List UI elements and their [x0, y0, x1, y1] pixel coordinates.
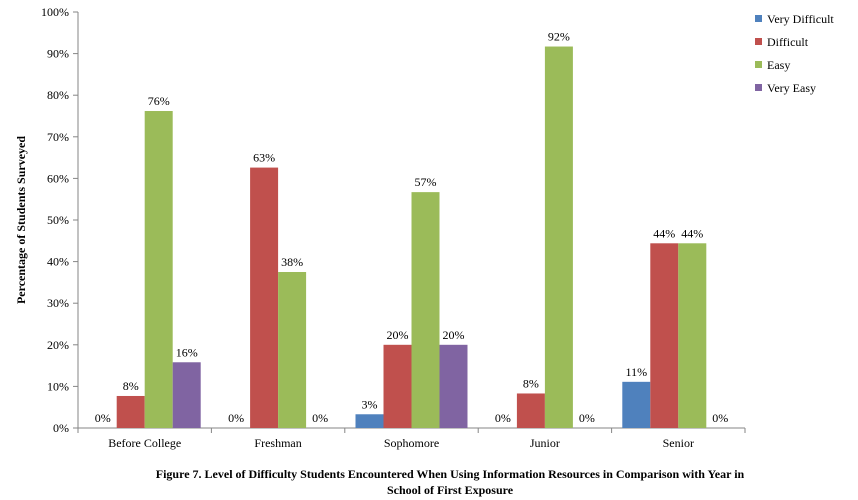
legend-entry: Difficult: [767, 35, 809, 49]
legend-entry: Very Difficult: [767, 12, 834, 26]
legend-swatch: [755, 38, 762, 45]
y-tick-label: 20%: [47, 338, 69, 352]
bar-easy: [144, 111, 173, 429]
bar-chart: 0% 10% 20% 30% 40% 50% 60% 70% 80% 90% 100% Percent…: [14, 5, 834, 450]
legend-entry: Very Easy: [767, 81, 816, 95]
data-label: 38%: [281, 255, 303, 269]
data-label: 3%: [362, 397, 378, 411]
bar-difficult: [250, 167, 279, 429]
legend-swatch: [755, 84, 762, 91]
data-label: 8%: [523, 376, 539, 390]
bar-very-easy: [172, 362, 201, 428]
data-label: 20%: [443, 328, 465, 342]
x-category-label: Senior: [663, 436, 694, 450]
data-label: 16%: [176, 345, 198, 359]
data-label: 20%: [387, 328, 409, 342]
data-label: 63%: [253, 151, 275, 165]
data-label: 57%: [415, 175, 437, 189]
bar-difficult: [516, 393, 545, 428]
data-label: 44%: [681, 226, 703, 240]
bar-easy: [678, 243, 707, 428]
x-category-label: Junior: [530, 436, 560, 450]
legend-swatch: [755, 61, 762, 68]
y-tick-label: 60%: [47, 171, 69, 185]
y-tick-label: 30%: [47, 296, 69, 310]
data-label: 0%: [495, 411, 511, 425]
caption-line-2: School of First Exposure: [386, 483, 514, 497]
data-label: 0%: [712, 411, 728, 425]
caption-line-1: Figure 7. Level of Difficulty Students E…: [155, 467, 745, 481]
data-label: 11%: [626, 365, 648, 379]
legend-swatch: [755, 15, 762, 22]
x-category-label: Freshman: [254, 436, 301, 450]
data-label: 76%: [148, 94, 170, 108]
y-tick-label: 10%: [47, 379, 69, 393]
legend-entry: Easy: [767, 58, 790, 72]
data-label: 44%: [653, 226, 675, 240]
x-category-label: Before College: [108, 436, 181, 450]
y-tick-label: 80%: [47, 88, 69, 102]
y-tick-label: 40%: [47, 255, 69, 269]
bar-very-difficult: [355, 414, 384, 428]
y-tick-label: 90%: [47, 47, 69, 61]
bar-very-easy: [439, 344, 468, 428]
y-tick-label: 50%: [47, 213, 69, 227]
y-tick-label: 70%: [47, 130, 69, 144]
figure-caption: Figure 7. Level of Difficulty Students E…: [100, 466, 800, 498]
bar-easy: [411, 192, 440, 428]
y-axis-title: Percentage of Students Surveyed: [14, 136, 28, 304]
data-label: 0%: [579, 411, 595, 425]
bar-difficult: [116, 395, 145, 428]
y-tick-label: 0%: [53, 421, 69, 435]
data-label: 0%: [95, 411, 111, 425]
bar-difficult: [383, 344, 412, 428]
data-label: 0%: [312, 411, 328, 425]
bar-very-difficult: [622, 381, 651, 428]
data-label: 0%: [228, 411, 244, 425]
bar-difficult: [650, 243, 679, 428]
bar-easy: [544, 46, 573, 428]
data-label: 92%: [548, 30, 570, 44]
x-category-label: Sophomore: [384, 436, 439, 450]
bar-easy: [278, 272, 307, 428]
data-label: 8%: [123, 379, 139, 393]
y-tick-label: 100%: [41, 5, 69, 19]
